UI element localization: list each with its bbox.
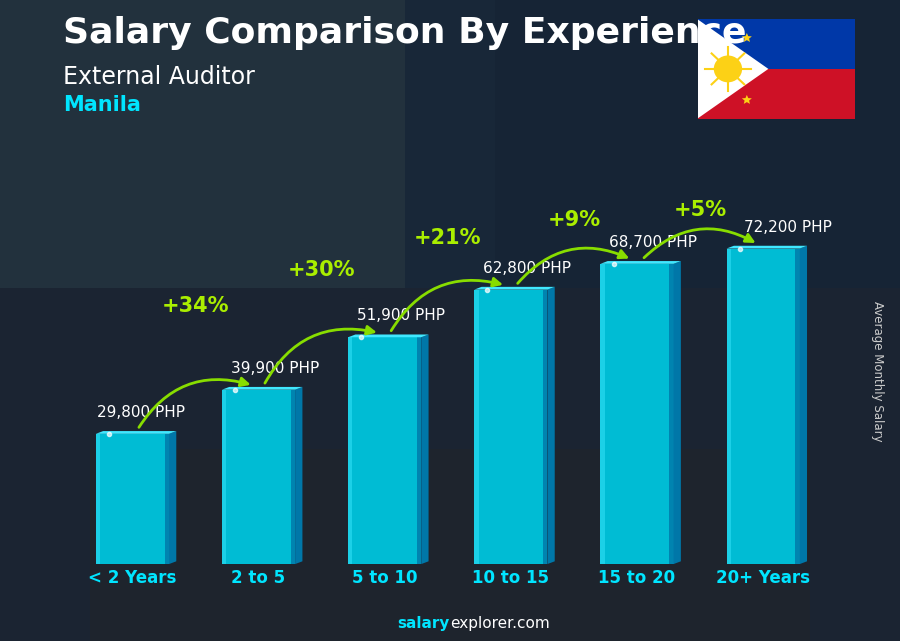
Polygon shape [295,387,302,564]
Bar [474,290,479,564]
Text: 68,700 PHP: 68,700 PHP [609,235,698,250]
Bar [0,288,900,641]
Circle shape [714,56,742,82]
Text: +9%: +9% [547,210,600,230]
Text: explorer.com: explorer.com [450,615,550,631]
Polygon shape [685,64,695,73]
Bar [95,434,169,564]
Bar [698,19,855,69]
Polygon shape [698,19,769,119]
Text: 29,800 PHP: 29,800 PHP [97,405,185,420]
Bar [222,390,226,564]
Text: External Auditor: External Auditor [63,65,255,89]
Polygon shape [474,287,554,290]
Bar [543,290,547,564]
Polygon shape [95,431,176,434]
Bar [726,249,731,564]
Bar [95,434,100,564]
Text: +21%: +21% [414,228,482,248]
Bar [165,434,169,564]
Bar [291,390,295,564]
Polygon shape [421,335,428,564]
Bar [405,0,900,288]
Bar [726,249,800,564]
Bar [90,449,810,641]
Bar [600,264,605,564]
Bar [600,264,673,564]
Bar [0,0,495,288]
Text: 72,200 PHP: 72,200 PHP [744,220,832,235]
Text: 39,900 PHP: 39,900 PHP [230,361,319,376]
Text: Manila: Manila [63,95,141,115]
Text: Salary Comparison By Experience: Salary Comparison By Experience [63,16,746,50]
Polygon shape [673,261,681,564]
Text: 62,800 PHP: 62,800 PHP [483,261,572,276]
Text: +34%: +34% [162,296,230,316]
Text: 51,900 PHP: 51,900 PHP [357,308,445,323]
Polygon shape [348,335,428,337]
Text: Average Monthly Salary: Average Monthly Salary [871,301,884,442]
Text: +5%: +5% [673,200,726,220]
Bar [348,337,421,564]
Polygon shape [169,431,176,564]
Polygon shape [742,33,751,42]
Bar [417,337,421,564]
Bar [698,69,855,119]
Polygon shape [222,387,302,390]
Polygon shape [742,95,751,104]
Bar [670,264,673,564]
Bar [796,249,800,564]
Polygon shape [726,246,807,249]
Bar [222,390,295,564]
Polygon shape [600,261,681,264]
Bar [348,337,353,564]
Polygon shape [800,246,807,564]
Bar [474,290,547,564]
Text: +30%: +30% [288,260,356,280]
Polygon shape [547,287,554,564]
Text: salary: salary [398,615,450,631]
